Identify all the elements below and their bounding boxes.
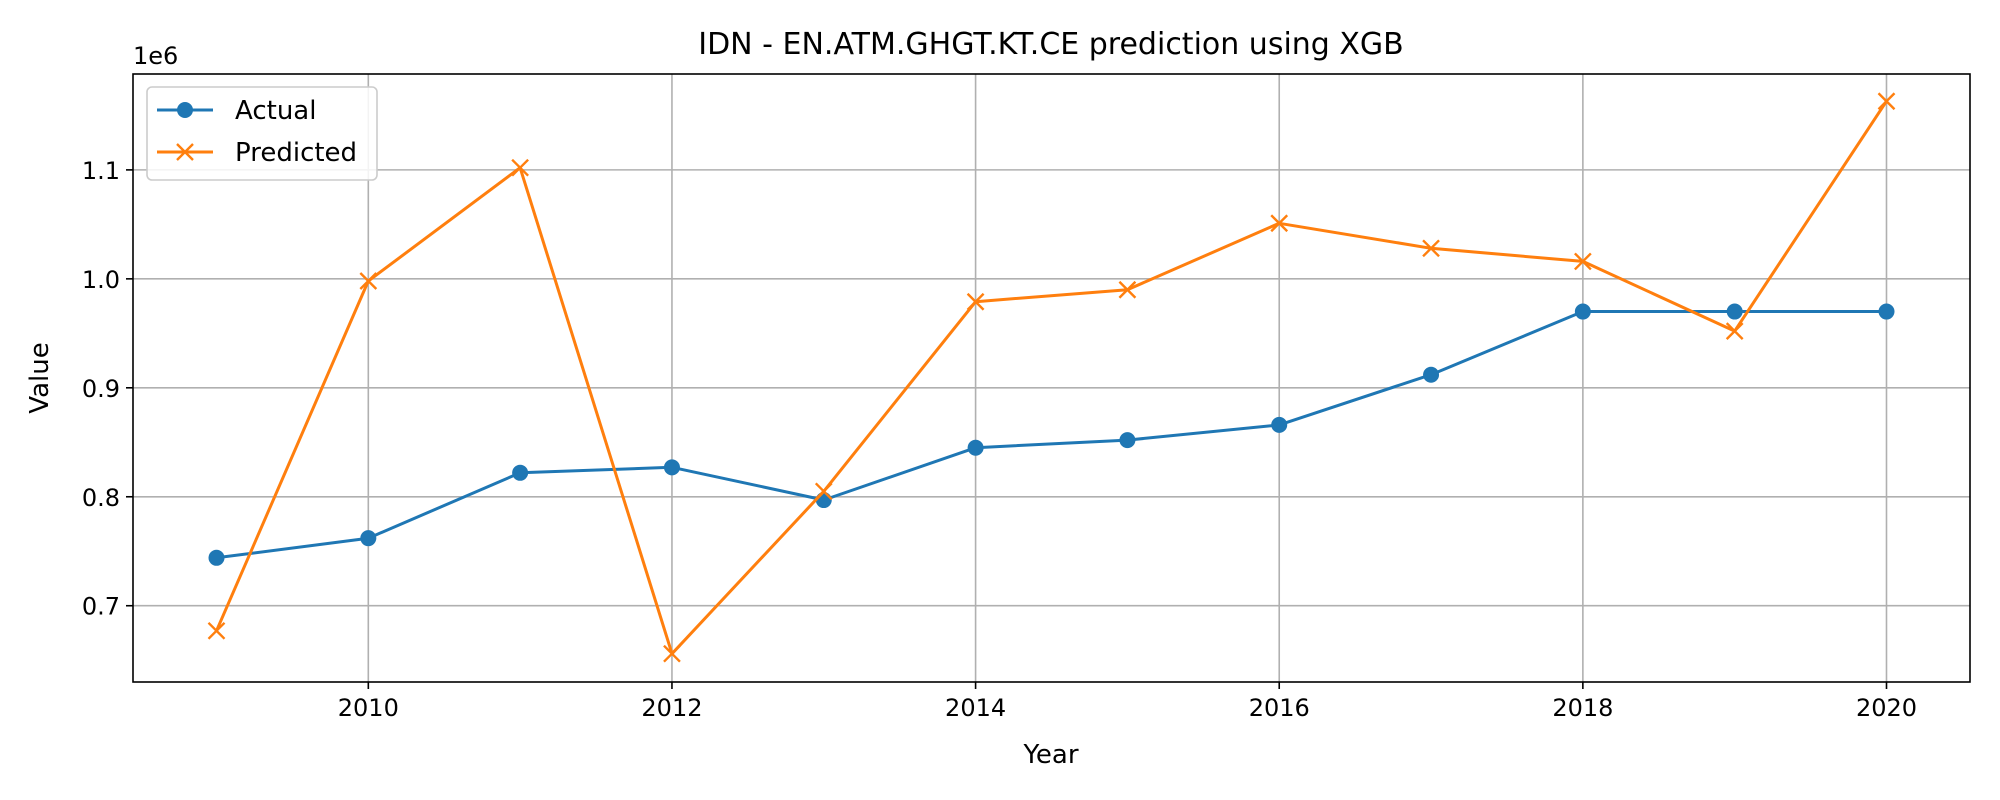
legend-label-actual: Actual (235, 96, 316, 126)
legend-marker-actual (177, 102, 193, 118)
data-point-predicted (511, 158, 529, 177)
legend: Actual Predicted (146, 86, 378, 181)
data-point-predicted (1725, 322, 1744, 340)
series-line-predicted (215, 100, 1888, 656)
x-tick-label: 2020 (1856, 694, 1917, 722)
data-point-actual (360, 530, 377, 547)
data-point-predicted (1877, 92, 1896, 111)
series-predicted (207, 92, 1896, 663)
series-layer (207, 92, 1896, 663)
grid (133, 74, 1970, 682)
data-point-predicted (1118, 280, 1137, 299)
chart-title: IDN - EN.ATM.GHGT.KT.CE prediction using… (698, 27, 1404, 62)
data-point-predicted (966, 292, 985, 311)
y-axis-label: Value (25, 342, 55, 413)
series-line-actual (216, 310, 1887, 560)
data-point-predicted (1574, 252, 1592, 271)
x-tick-label: 2018 (1552, 694, 1613, 722)
data-point-actual (512, 464, 529, 481)
data-point-predicted (1422, 239, 1440, 258)
data-point-predicted (814, 482, 833, 501)
data-point-actual (1574, 303, 1591, 320)
y-tick-label: 0.9 (82, 375, 120, 403)
y-tick-label: 0.7 (82, 593, 120, 621)
data-point-predicted (207, 621, 226, 640)
data-point-actual (1423, 366, 1440, 383)
data-point-predicted (1270, 214, 1289, 233)
y-tick-label: 1.1 (82, 157, 120, 185)
x-tick-label: 2012 (641, 694, 702, 722)
axis-ticks: 2010 2012 2014 2016 2018 2020 0.7 0.8 0.9 1.0 1.1 (82, 157, 1917, 722)
x-tick-label: 2010 (338, 694, 399, 722)
data-point-actual (1119, 432, 1136, 449)
data-point-actual (815, 492, 832, 509)
y-tick-label: 1.0 (82, 266, 120, 294)
x-tick-label: 2014 (945, 694, 1006, 722)
data-point-actual (208, 549, 225, 566)
y-tick-label: 0.8 (82, 484, 120, 512)
data-point-actual (663, 459, 680, 476)
axes-frame (132, 73, 1971, 683)
series-actual (208, 303, 1895, 566)
legend-marker-predicted (176, 143, 194, 161)
y-axis-offset-label: 1e6 (133, 42, 178, 70)
x-axis-label: Year (1022, 740, 1078, 770)
data-point-actual (1271, 416, 1288, 433)
data-point-predicted (663, 644, 681, 663)
legend-label-predicted: Predicted (235, 138, 357, 168)
data-point-actual (1726, 303, 1743, 320)
data-point-actual (967, 439, 984, 456)
data-point-actual (1878, 303, 1895, 320)
x-tick-label: 2016 (1249, 694, 1310, 722)
data-point-predicted (359, 272, 378, 290)
